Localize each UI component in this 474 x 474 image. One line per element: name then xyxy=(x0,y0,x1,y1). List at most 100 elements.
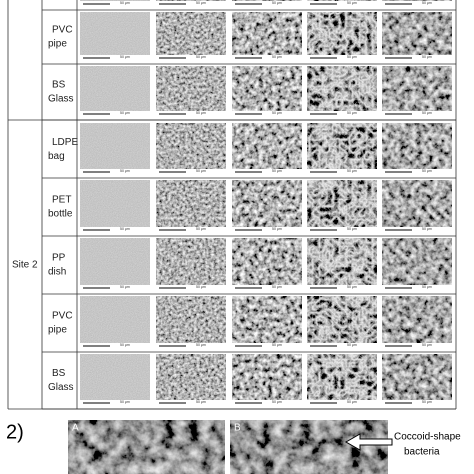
sem-image xyxy=(80,238,150,285)
scale-label: 50 μm xyxy=(120,1,130,5)
scale-label: 50 μm xyxy=(120,227,130,231)
scale-label: 50 μm xyxy=(120,55,130,59)
sem-image xyxy=(307,66,377,111)
material-label: bottle xyxy=(48,209,73,220)
sem-image xyxy=(307,123,377,169)
material-label: Glass xyxy=(48,94,74,105)
sem-image xyxy=(232,296,302,343)
sem-grid: 50 μm 50 μm 50 μm 50 μm 50 μm 50 μm 50 μm 50 μm… xyxy=(7,0,457,410)
sem-image xyxy=(232,180,302,227)
sem-image xyxy=(382,180,452,227)
sem-image xyxy=(156,12,226,55)
sem-image xyxy=(80,296,150,343)
scale-label: 50 μm xyxy=(272,1,282,5)
material-label: pipe xyxy=(48,39,67,50)
sem-image xyxy=(382,12,452,55)
scale-label: 50 μm xyxy=(347,227,357,231)
site-label: Site 2 xyxy=(12,260,38,271)
scale-label: 50 μm xyxy=(422,343,432,347)
material-label: PVC xyxy=(52,25,73,36)
sem-image xyxy=(232,12,302,55)
material-label: Glass xyxy=(48,382,74,393)
material-label: PP xyxy=(52,253,66,264)
scale-label: 50 μm xyxy=(347,285,357,289)
sem-image xyxy=(156,0,226,1)
sem-image xyxy=(307,238,377,285)
scale-label: 50 μm xyxy=(272,343,282,347)
material-label: PVC xyxy=(52,311,73,322)
sem-image xyxy=(80,180,150,227)
panel-b-image xyxy=(230,420,388,474)
scale-label: 50 μm xyxy=(422,169,432,173)
scale-label: 50 μm xyxy=(196,400,206,404)
sem-image xyxy=(307,12,377,55)
sem-image xyxy=(307,296,377,343)
scale-label: 50 μm xyxy=(272,55,282,59)
scale-label: 50 μm xyxy=(120,169,130,173)
sem-image xyxy=(232,354,302,400)
scale-label: 50 μm xyxy=(196,227,206,231)
material-label: PET xyxy=(52,195,71,206)
sem-image xyxy=(382,238,452,285)
material-label: pipe xyxy=(48,325,67,336)
scale-label: 50 μm xyxy=(120,111,130,115)
sem-image xyxy=(156,180,226,227)
sem-image xyxy=(382,66,452,111)
scale-label: 50 μm xyxy=(120,343,130,347)
scale-label: 50 μm xyxy=(272,285,282,289)
scale-label: 50 μm xyxy=(196,285,206,289)
material-label: LDPE xyxy=(52,137,78,148)
sem-image xyxy=(80,66,150,111)
sem-image xyxy=(156,238,226,285)
scale-label: 50 μm xyxy=(196,169,206,173)
scale-label: 50 μm xyxy=(347,343,357,347)
sem-image xyxy=(156,66,226,111)
annotation-line: bacteria xyxy=(404,447,440,458)
scale-label: 50 μm xyxy=(347,55,357,59)
material-label: BS xyxy=(52,80,66,91)
sem-image xyxy=(232,0,302,1)
scale-label: 50 μm xyxy=(120,285,130,289)
sem-image xyxy=(232,66,302,111)
sem-image xyxy=(382,123,452,169)
sem-image xyxy=(307,0,377,1)
scale-label: 50 μm xyxy=(196,1,206,5)
scale-label: 50 μm xyxy=(272,227,282,231)
scale-label: 50 μm xyxy=(422,1,432,5)
arrow xyxy=(344,433,393,451)
scale-label: 50 μm xyxy=(347,111,357,115)
material-label: dish xyxy=(48,267,66,278)
scale-label: 50 μm xyxy=(422,111,432,115)
sem-image xyxy=(382,0,452,1)
scale-label: 50 μm xyxy=(347,400,357,404)
material-label: BS xyxy=(52,368,66,379)
sem-image xyxy=(307,354,377,400)
panel-a-label: A xyxy=(72,423,79,434)
panel-a-image xyxy=(68,420,225,474)
scale-label: 50 μm xyxy=(120,400,130,404)
annotation-line: Coccoid-shape xyxy=(394,432,461,443)
scale-label: 50 μm xyxy=(272,169,282,173)
scale-label: 50 μm xyxy=(196,111,206,115)
sem-image xyxy=(307,180,377,227)
sem-image xyxy=(80,123,150,169)
panel-b-label: B xyxy=(234,423,241,434)
sem-image xyxy=(156,354,226,400)
scale-label: 50 μm xyxy=(422,285,432,289)
panel-number: 2) xyxy=(6,421,24,443)
sem-image xyxy=(382,296,452,343)
material-label: bag xyxy=(48,151,65,162)
sem-image xyxy=(382,354,452,400)
scale-label: 50 μm xyxy=(272,111,282,115)
sem-image xyxy=(156,123,226,169)
sem-image xyxy=(80,354,150,400)
sem-image xyxy=(232,123,302,169)
scale-label: 50 μm xyxy=(422,55,432,59)
sem-image xyxy=(80,12,150,55)
scale-label: 50 μm xyxy=(196,343,206,347)
sem-image xyxy=(80,0,150,1)
scale-label: 50 μm xyxy=(347,169,357,173)
sem-image xyxy=(232,238,302,285)
scale-label: 50 μm xyxy=(422,227,432,231)
